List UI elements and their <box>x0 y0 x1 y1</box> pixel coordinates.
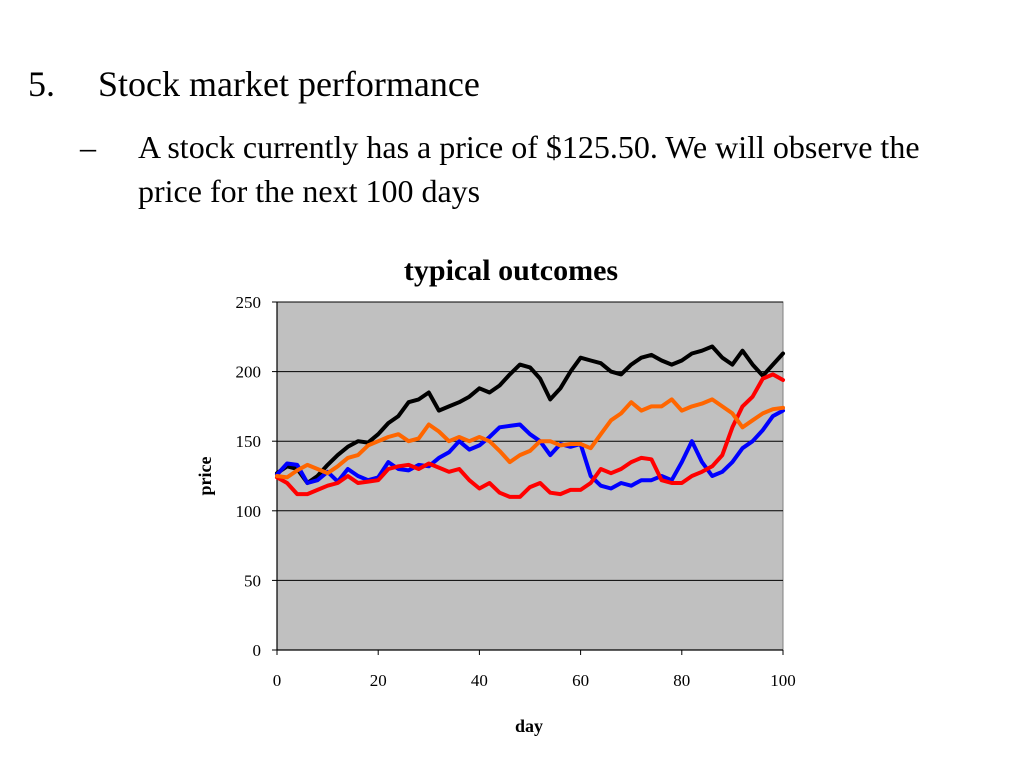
y-axis-label: price <box>195 457 215 496</box>
line-chart: typical outcomes 0 50 100 150 200 250 0 20 40 60 8… <box>195 254 796 736</box>
bullet-heading: Stock market performance <box>98 64 480 104</box>
y-tick-label: 250 <box>236 293 262 312</box>
series-line-1 <box>275 344 785 485</box>
sub-bullet-dash: – <box>80 129 96 165</box>
x-tick-label: 100 <box>770 671 796 690</box>
x-tick-label: 80 <box>673 671 690 690</box>
plot-background <box>276 301 784 651</box>
series-line-4 <box>275 397 785 480</box>
series-line-3 <box>275 372 785 499</box>
x-tick-label: 60 <box>572 671 589 690</box>
y-tick-label: 0 <box>253 641 262 660</box>
chart-title: typical outcomes <box>404 254 618 287</box>
plot-area: 0 50 100 150 200 250 0 20 40 60 80 100 <box>236 293 796 690</box>
sub-bullet-text: A stock currently has a price of $125.50… <box>138 129 920 209</box>
y-tick-label: 200 <box>236 363 262 382</box>
bullet-number: 5. <box>28 64 55 104</box>
y-tick-label: 50 <box>244 571 261 590</box>
x-tick-label: 20 <box>370 671 387 690</box>
x-tick-label: 0 <box>273 671 282 690</box>
series-line-2 <box>275 408 785 491</box>
y-tick-label: 150 <box>236 432 262 451</box>
y-tick-label: 100 <box>236 502 262 521</box>
x-tick-label: 40 <box>471 671 488 690</box>
x-axis-label: day <box>515 716 543 736</box>
